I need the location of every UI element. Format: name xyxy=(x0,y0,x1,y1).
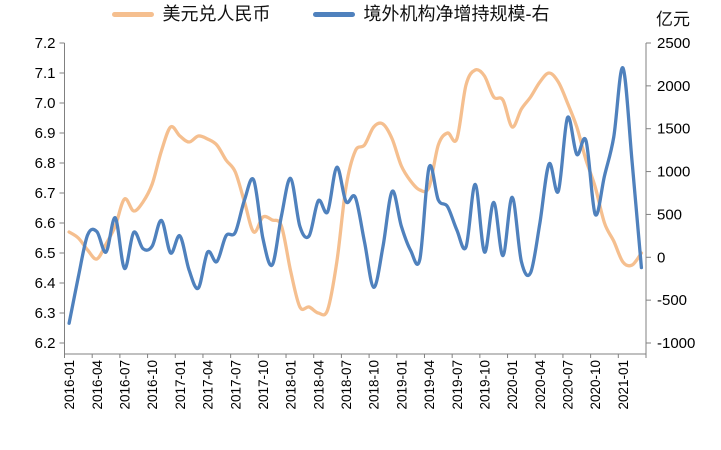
svg-text:2018-10: 2018-10 xyxy=(367,360,382,410)
svg-text:7.1: 7.1 xyxy=(35,65,56,82)
svg-text:6.3: 6.3 xyxy=(35,305,56,322)
svg-text:2020-01: 2020-01 xyxy=(505,360,520,410)
net-increase-line-swatch xyxy=(312,11,355,17)
chart-legend: 美元兑人民币 境外机构净增持规模-右 xyxy=(0,5,721,23)
svg-text:2500: 2500 xyxy=(657,35,690,52)
svg-text:7.2: 7.2 xyxy=(35,35,56,52)
svg-text:2017-07: 2017-07 xyxy=(228,360,243,410)
svg-text:2018-07: 2018-07 xyxy=(339,360,354,410)
legend-item-net-increase: 境外机构净增持规模-右 xyxy=(312,4,550,24)
axes xyxy=(64,43,647,355)
svg-text:2000: 2000 xyxy=(657,78,690,95)
svg-text:6.4: 6.4 xyxy=(35,275,56,292)
usd-cny-line-swatch xyxy=(111,11,154,17)
left-axis-ticks: 7.2 7.1 7.0 6.9 6.8 6.7 6.6 6.5 6.4 6.3 6.2 xyxy=(35,35,65,352)
svg-text:2017-01: 2017-01 xyxy=(173,360,188,410)
svg-text:-1000: -1000 xyxy=(657,335,695,352)
svg-text:1000: 1000 xyxy=(657,164,690,181)
net-increase-series-line xyxy=(67,66,644,325)
svg-text:2017-04: 2017-04 xyxy=(201,360,216,410)
right-axis-unit-label: 亿元 xyxy=(656,10,690,29)
svg-text:500: 500 xyxy=(657,206,682,223)
svg-text:2020-04: 2020-04 xyxy=(533,360,548,410)
svg-text:2016-01: 2016-01 xyxy=(62,360,77,410)
svg-text:6.6: 6.6 xyxy=(35,215,56,232)
svg-text:2020-10: 2020-10 xyxy=(588,360,603,410)
svg-text:6.2: 6.2 xyxy=(35,335,56,352)
svg-text:2016-10: 2016-10 xyxy=(145,360,160,410)
svg-text:2019-10: 2019-10 xyxy=(477,360,492,410)
svg-text:6.5: 6.5 xyxy=(35,245,56,262)
svg-text:2019-04: 2019-04 xyxy=(422,360,437,410)
svg-text:6.8: 6.8 xyxy=(35,155,56,172)
x-axis-ticks: 2016-01 2016-04 2016-07 2016-10 2017-01 2017-… xyxy=(62,354,647,410)
svg-text:2017-10: 2017-10 xyxy=(256,360,271,410)
usd-cny-series-line xyxy=(67,67,644,317)
svg-text:0: 0 xyxy=(657,249,665,266)
svg-text:2019-07: 2019-07 xyxy=(450,360,465,410)
legend-item-usd-cny: 美元兑人民币 xyxy=(111,4,271,24)
svg-text:2021-01: 2021-01 xyxy=(616,360,631,410)
svg-text:6.7: 6.7 xyxy=(35,185,56,202)
svg-text:1500: 1500 xyxy=(657,121,690,138)
svg-text:2016-04: 2016-04 xyxy=(90,360,105,410)
svg-text:-500: -500 xyxy=(657,292,687,309)
right-axis-ticks: 2500 2000 1500 1000 500 0 -500 -1000 xyxy=(646,35,695,352)
legend-label-usd-cny: 美元兑人民币 xyxy=(162,4,271,24)
svg-text:2018-04: 2018-04 xyxy=(311,360,326,410)
svg-text:2016-07: 2016-07 xyxy=(117,360,132,410)
svg-text:2019-01: 2019-01 xyxy=(394,360,409,410)
svg-text:7.0: 7.0 xyxy=(35,95,56,112)
svg-text:2020-07: 2020-07 xyxy=(561,360,576,410)
svg-text:6.9: 6.9 xyxy=(35,125,56,142)
legend-label-net-increase: 境外机构净增持规模-右 xyxy=(363,4,550,24)
svg-text:2018-01: 2018-01 xyxy=(284,360,299,410)
